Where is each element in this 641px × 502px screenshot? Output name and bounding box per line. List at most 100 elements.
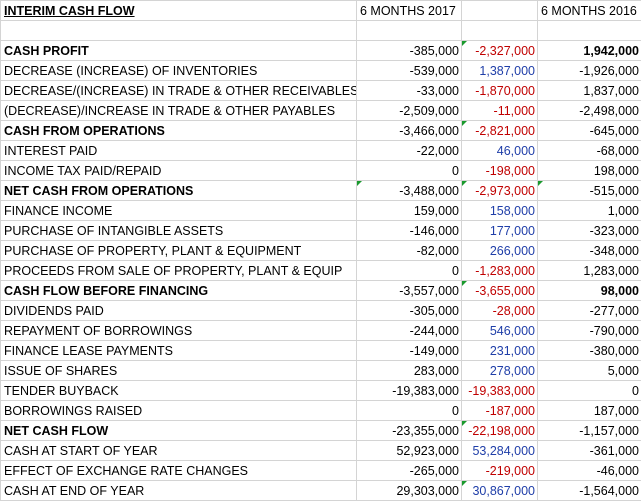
- value-2016-cell[interactable]: -790,000: [537, 320, 641, 341]
- value-2017-cell[interactable]: 0: [356, 160, 462, 181]
- row-label-cell[interactable]: (DECREASE)/INCREASE IN TRADE & OTHER PAY…: [0, 100, 357, 121]
- value-2017-cell[interactable]: -146,000: [356, 220, 462, 241]
- row-label-cell[interactable]: FINANCE INCOME: [0, 200, 357, 221]
- diff-cell[interactable]: 158,000: [461, 200, 538, 221]
- row-label-cell[interactable]: REPAYMENT OF BORROWINGS: [0, 320, 357, 341]
- value-2017-cell[interactable]: -23,355,000: [356, 420, 462, 441]
- row-label-cell[interactable]: PURCHASE OF INTANGIBLE ASSETS: [0, 220, 357, 241]
- row-label-cell[interactable]: CASH FROM OPERATIONS: [0, 120, 357, 141]
- diff-cell[interactable]: 278,000: [461, 360, 538, 381]
- value-2017-cell[interactable]: 283,000: [356, 360, 462, 381]
- diff-cell[interactable]: -2,327,000: [461, 40, 538, 61]
- row-label-cell[interactable]: ISSUE OF SHARES: [0, 360, 357, 381]
- value-2017-cell[interactable]: 29,303,000: [356, 480, 462, 501]
- diff-cell[interactable]: 53,284,000: [461, 440, 538, 461]
- row-label-cell[interactable]: CASH AT START OF YEAR: [0, 440, 357, 461]
- value-2016-cell[interactable]: 0: [537, 380, 641, 401]
- value-2016-cell[interactable]: -277,000: [537, 300, 641, 321]
- value-2017-cell[interactable]: -149,000: [356, 340, 462, 361]
- diff-cell[interactable]: 46,000: [461, 140, 538, 161]
- blank-cell[interactable]: [537, 20, 641, 41]
- row-label-cell[interactable]: NET CASH FROM OPERATIONS: [0, 180, 357, 201]
- sheet-title-cell[interactable]: INTERIM CASH FLOW: [0, 0, 357, 21]
- row-label-cell[interactable]: NET CASH FLOW: [0, 420, 357, 441]
- row-label-cell[interactable]: FINANCE LEASE PAYMENTS: [0, 340, 357, 361]
- value-2016-cell[interactable]: 198,000: [537, 160, 641, 181]
- value-2017-cell[interactable]: -265,000: [356, 460, 462, 481]
- value-2016-cell[interactable]: -645,000: [537, 120, 641, 141]
- row-label-cell[interactable]: PROCEEDS FROM SALE OF PROPERTY, PLANT & …: [0, 260, 357, 281]
- value-2016-cell[interactable]: -2,498,000: [537, 100, 641, 121]
- diff-cell[interactable]: 546,000: [461, 320, 538, 341]
- value-2017-cell[interactable]: -33,000: [356, 80, 462, 101]
- value-2017-cell[interactable]: 52,923,000: [356, 440, 462, 461]
- value-2016-cell[interactable]: -323,000: [537, 220, 641, 241]
- diff-cell[interactable]: -28,000: [461, 300, 538, 321]
- value-2016-cell[interactable]: 1,283,000: [537, 260, 641, 281]
- diff-cell[interactable]: 266,000: [461, 240, 538, 261]
- row-label-cell[interactable]: INCOME TAX PAID/REPAID: [0, 160, 357, 181]
- value-2017-cell[interactable]: -244,000: [356, 320, 462, 341]
- value-2016-cell[interactable]: -68,000: [537, 140, 641, 161]
- row-label-cell[interactable]: PURCHASE OF PROPERTY, PLANT & EQUIPMENT: [0, 240, 357, 261]
- diff-cell[interactable]: -1,870,000: [461, 80, 538, 101]
- diff-cell[interactable]: -19,383,000: [461, 380, 538, 401]
- value-2017-cell[interactable]: -82,000: [356, 240, 462, 261]
- value-2016-cell[interactable]: -1,926,000: [537, 60, 641, 81]
- diff-cell[interactable]: -219,000: [461, 460, 538, 481]
- diff-cell[interactable]: -2,973,000: [461, 180, 538, 201]
- header-2016-cell[interactable]: 6 MONTHS 2016: [537, 0, 641, 21]
- header-2017-cell[interactable]: 6 MONTHS 2017: [356, 0, 462, 21]
- blank-cell[interactable]: [0, 20, 357, 41]
- value-2016-cell[interactable]: 1,837,000: [537, 80, 641, 101]
- row-label-cell[interactable]: CASH AT END OF YEAR: [0, 480, 357, 501]
- row-label-cell[interactable]: BORROWINGS RAISED: [0, 400, 357, 421]
- value-2016-cell[interactable]: -46,000: [537, 460, 641, 481]
- value-2017-cell[interactable]: -385,000: [356, 40, 462, 61]
- value-2016-cell[interactable]: -361,000: [537, 440, 641, 461]
- value-2016-cell[interactable]: -515,000: [537, 180, 641, 201]
- row-label-cell[interactable]: CASH PROFIT: [0, 40, 357, 61]
- diff-cell[interactable]: -187,000: [461, 400, 538, 421]
- row-label-cell[interactable]: TENDER BUYBACK: [0, 380, 357, 401]
- value-2016-cell[interactable]: 187,000: [537, 400, 641, 421]
- row-label-cell[interactable]: DECREASE/(INCREASE) IN TRADE & OTHER REC…: [0, 80, 357, 101]
- value-2017-cell[interactable]: -3,466,000: [356, 120, 462, 141]
- value-2017-cell[interactable]: -19,383,000: [356, 380, 462, 401]
- header-blank-cell[interactable]: [461, 0, 538, 21]
- diff-cell[interactable]: -2,821,000: [461, 120, 538, 141]
- blank-cell[interactable]: [356, 20, 462, 41]
- diff-cell[interactable]: -198,000: [461, 160, 538, 181]
- diff-cell[interactable]: -22,198,000: [461, 420, 538, 441]
- diff-cell[interactable]: 1,387,000: [461, 60, 538, 81]
- diff-cell[interactable]: 177,000: [461, 220, 538, 241]
- row-label-cell[interactable]: DIVIDENDS PAID: [0, 300, 357, 321]
- value-2017-cell[interactable]: -305,000: [356, 300, 462, 321]
- value-2016-cell[interactable]: 98,000: [537, 280, 641, 301]
- value-2016-cell[interactable]: 1,942,000: [537, 40, 641, 61]
- value-2017-cell[interactable]: -2,509,000: [356, 100, 462, 121]
- value-2017-cell[interactable]: 159,000: [356, 200, 462, 221]
- row-label-cell[interactable]: DECREASE (INCREASE) OF INVENTORIES: [0, 60, 357, 81]
- value-2017-cell[interactable]: -539,000: [356, 60, 462, 81]
- value-2016-cell[interactable]: 5,000: [537, 360, 641, 381]
- diff-cell[interactable]: 231,000: [461, 340, 538, 361]
- value-2016-cell[interactable]: -380,000: [537, 340, 641, 361]
- value-2016-cell[interactable]: -348,000: [537, 240, 641, 261]
- row-label-cell[interactable]: INTEREST PAID: [0, 140, 357, 161]
- value-2017-cell[interactable]: 0: [356, 400, 462, 421]
- diff-cell[interactable]: -1,283,000: [461, 260, 538, 281]
- value-2016-cell[interactable]: -1,564,000: [537, 480, 641, 501]
- diff-cell[interactable]: -11,000: [461, 100, 538, 121]
- value-2016-cell[interactable]: 1,000: [537, 200, 641, 221]
- row-label-cell[interactable]: CASH FLOW BEFORE FINANCING: [0, 280, 357, 301]
- row-label-cell[interactable]: EFFECT OF EXCHANGE RATE CHANGES: [0, 460, 357, 481]
- value-2017-cell[interactable]: 0: [356, 260, 462, 281]
- blank-cell[interactable]: [461, 20, 538, 41]
- value-2017-cell[interactable]: -3,557,000: [356, 280, 462, 301]
- diff-cell[interactable]: -3,655,000: [461, 280, 538, 301]
- value-2016-cell[interactable]: -1,157,000: [537, 420, 641, 441]
- value-2017-cell[interactable]: -22,000: [356, 140, 462, 161]
- value-2017-cell[interactable]: -3,488,000: [356, 180, 462, 201]
- diff-cell[interactable]: 30,867,000: [461, 480, 538, 501]
